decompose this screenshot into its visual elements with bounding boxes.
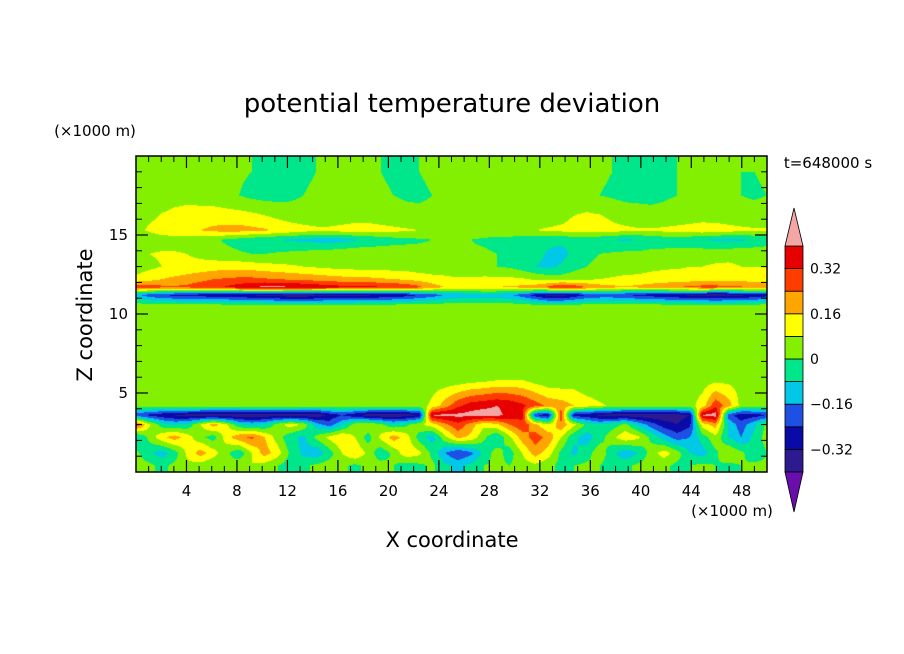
x-tick-label: 16 bbox=[328, 482, 347, 500]
z-axis: 5 10 15 bbox=[109, 171, 767, 457]
chart-title: potential temperature deviation bbox=[244, 89, 660, 119]
colorbar-tick-label: 0.32 bbox=[810, 262, 841, 278]
colorbar-arrow-bottom bbox=[784, 471, 804, 513]
x-tick-label: 24 bbox=[429, 482, 448, 500]
x-tick-label: 20 bbox=[379, 482, 398, 500]
colorbar-tick-label: −0.32 bbox=[810, 442, 853, 458]
x-tick-label: 40 bbox=[631, 482, 650, 500]
colorbar-tick-label: 0 bbox=[810, 352, 819, 368]
x-tick-label: 48 bbox=[732, 482, 751, 500]
z-tick-label: 10 bbox=[109, 305, 128, 323]
plot-area bbox=[135, 155, 768, 473]
x-tick-label: 28 bbox=[480, 482, 499, 500]
z-unit-label: (×1000 m) bbox=[54, 122, 136, 140]
x-unit-label: (×1000 m) bbox=[691, 502, 773, 520]
colorbar-segment bbox=[784, 313, 804, 337]
colorbar-segment bbox=[784, 448, 804, 473]
x-tick-label: 4 bbox=[182, 482, 192, 500]
temperature-field bbox=[136, 156, 767, 472]
colorbar-segment bbox=[784, 335, 804, 360]
colorbar-segment bbox=[784, 381, 804, 405]
time-label: t=648000 s bbox=[784, 154, 872, 172]
x-tick-label: 8 bbox=[232, 482, 242, 500]
z-axis-label: Z coordinate bbox=[73, 248, 97, 381]
x-axis: 4 8 12 16 20 24 28 32 36 40 44 48 bbox=[148, 156, 755, 500]
x-tick-label: 44 bbox=[682, 482, 701, 500]
colorbar-tick-label: 0.16 bbox=[810, 307, 841, 323]
z-tick-label: 15 bbox=[109, 226, 128, 244]
colorbar-tick-label: −0.16 bbox=[810, 397, 853, 413]
x-tick-label: 36 bbox=[581, 482, 600, 500]
colorbar-segment bbox=[784, 245, 804, 270]
colorbar-segment bbox=[784, 358, 804, 383]
z-tick-label: 5 bbox=[118, 384, 128, 402]
x-tick-label: 32 bbox=[530, 482, 549, 500]
colorbar-segment bbox=[784, 403, 804, 428]
colorbar-segment bbox=[784, 426, 804, 450]
colorbar: 0.32 0.16 0 −0.16 −0.32 bbox=[784, 207, 853, 513]
colorbar-segment bbox=[784, 268, 804, 292]
colorbar-arrow-top bbox=[784, 207, 804, 247]
colorbar-segment bbox=[784, 290, 804, 315]
x-tick-label: 12 bbox=[278, 482, 297, 500]
x-axis-label: X coordinate bbox=[385, 528, 518, 552]
